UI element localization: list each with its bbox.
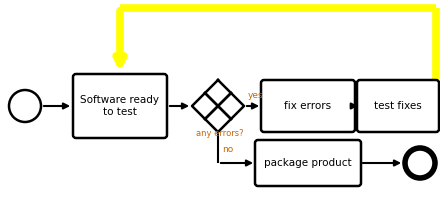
FancyBboxPatch shape [73, 74, 167, 138]
Text: test fixes: test fixes [374, 101, 422, 111]
FancyBboxPatch shape [261, 80, 355, 132]
Circle shape [9, 90, 41, 122]
Circle shape [405, 148, 435, 178]
Text: Software ready
to test: Software ready to test [81, 95, 159, 117]
Text: package product: package product [264, 158, 352, 168]
Text: no: no [222, 145, 233, 154]
Polygon shape [192, 80, 244, 132]
Text: yes: yes [248, 91, 264, 100]
Text: fix errors: fix errors [284, 101, 332, 111]
FancyBboxPatch shape [357, 80, 439, 132]
Text: any errors?: any errors? [196, 129, 244, 138]
FancyBboxPatch shape [255, 140, 361, 186]
